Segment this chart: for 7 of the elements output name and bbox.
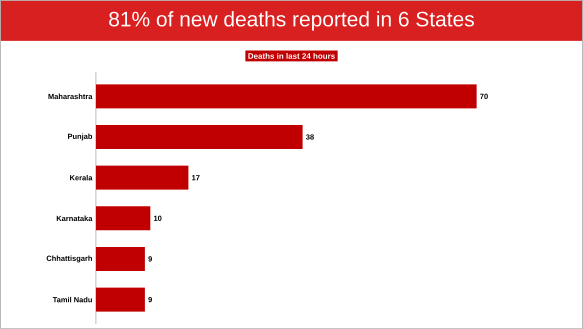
chart-title: 81% of new deaths reported in 6 States (109, 11, 474, 31)
bar (96, 247, 145, 272)
bar (96, 166, 188, 190)
bar (96, 84, 477, 108)
bar (96, 206, 150, 230)
bar (96, 288, 145, 312)
bar (96, 125, 303, 150)
